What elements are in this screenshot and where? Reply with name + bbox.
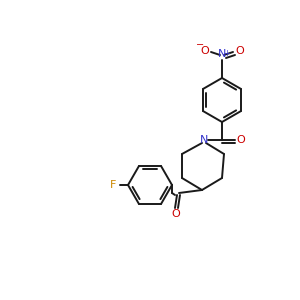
Text: N: N <box>218 49 226 59</box>
Text: O: O <box>237 135 245 145</box>
Text: O: O <box>236 46 244 56</box>
Text: O: O <box>172 209 180 219</box>
Text: N: N <box>200 135 208 145</box>
Text: +: + <box>224 49 230 58</box>
Text: O: O <box>201 46 209 56</box>
Text: −: − <box>196 40 204 50</box>
Text: F: F <box>110 180 116 190</box>
